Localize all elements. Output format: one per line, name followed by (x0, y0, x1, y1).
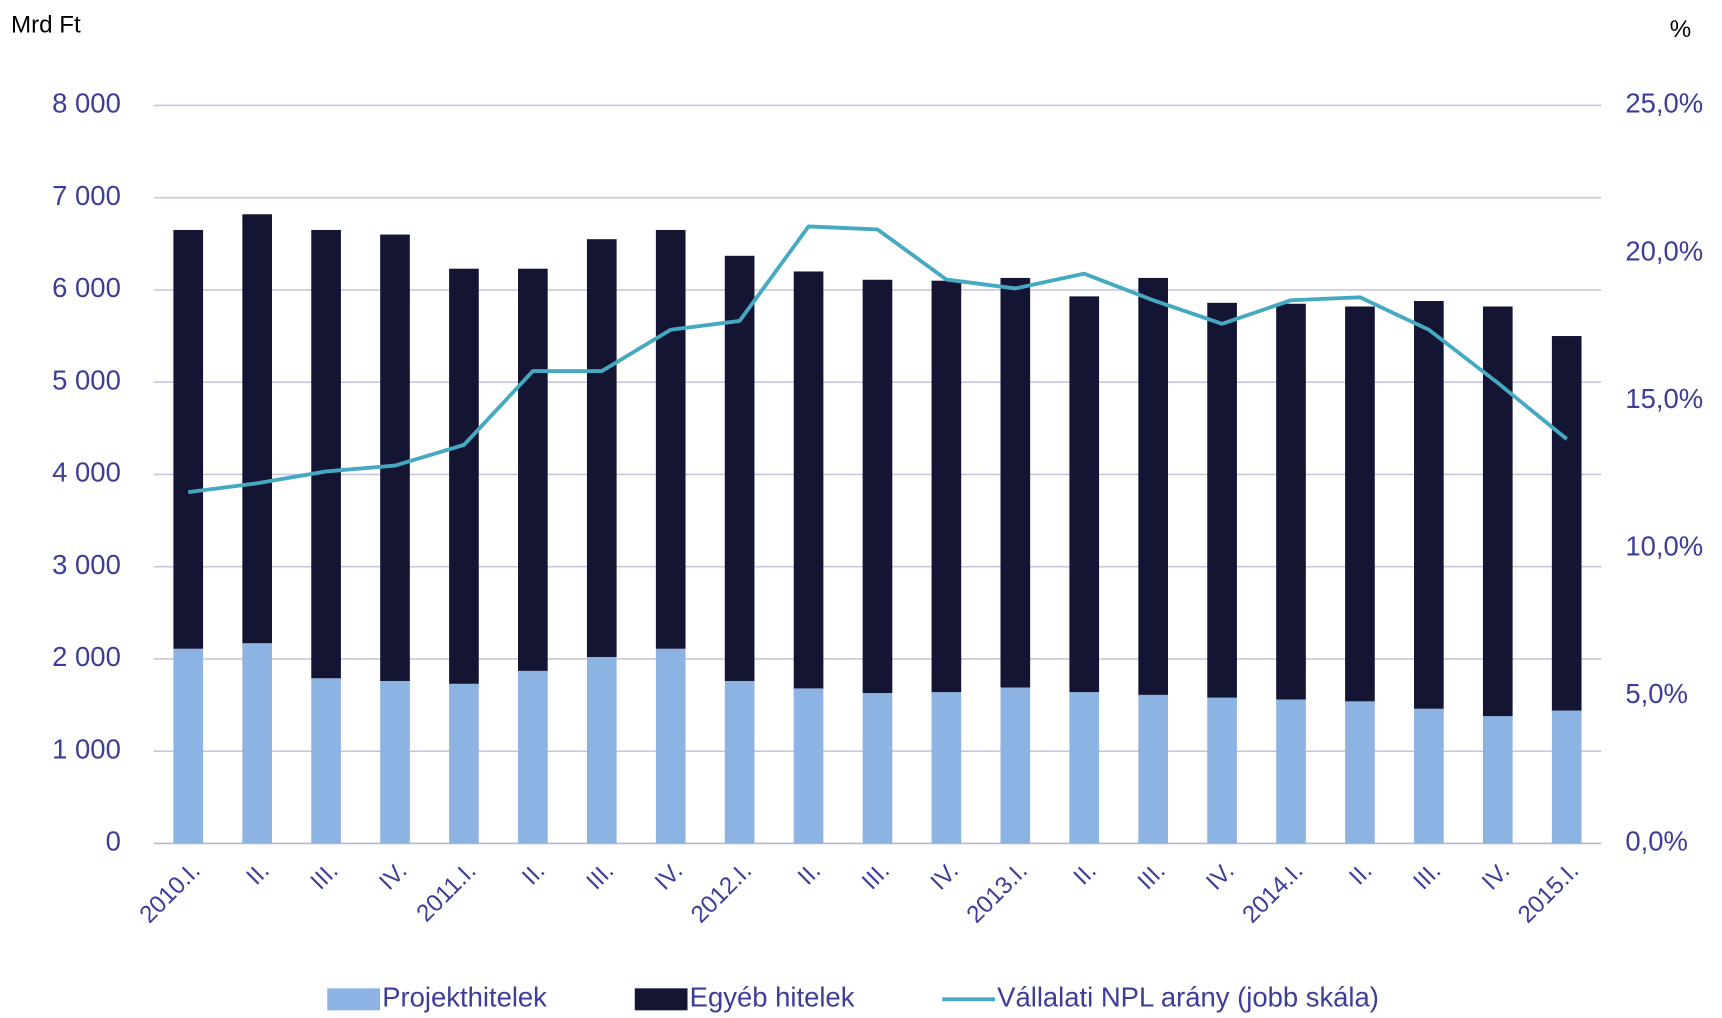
bar (1138, 694, 1168, 844)
bar (1000, 277, 1031, 688)
x-tick-label: 2013.I. (962, 857, 1033, 928)
x-tick-label: IV. (1201, 857, 1239, 895)
bar (242, 643, 272, 844)
bar (586, 657, 617, 844)
bar (1414, 300, 1444, 709)
x-tick-label: III. (1408, 857, 1446, 895)
x-tick-label: III. (1133, 857, 1171, 895)
x-tick-label: IV. (926, 857, 964, 895)
y-tick-label: 6 000 (52, 272, 121, 303)
bar (724, 681, 755, 844)
bar (1482, 306, 1513, 717)
x-tick-label: IV. (1477, 857, 1515, 895)
bar (1000, 687, 1031, 844)
bar (311, 678, 341, 844)
bar (793, 271, 824, 689)
bar (862, 279, 893, 694)
bar (793, 688, 824, 844)
bar (380, 234, 410, 682)
y-tick-label: 4 000 (52, 457, 121, 488)
x-tick-label: II. (517, 857, 550, 890)
bar (1551, 710, 1582, 844)
bar (1551, 336, 1582, 711)
x-tick-label: III. (857, 857, 895, 895)
bar (1482, 716, 1513, 844)
bar (655, 648, 686, 844)
x-tick-label: 2015.I. (1513, 857, 1584, 928)
bar (449, 683, 479, 844)
legend-label: Projekthitelek (382, 982, 547, 1013)
bar (173, 648, 204, 844)
x-tick-label: II. (241, 857, 274, 890)
y-tick-label: 5 000 (52, 364, 121, 395)
legend-swatch (634, 988, 688, 1011)
bar (242, 214, 272, 644)
y-tick-label: 0 (106, 826, 121, 857)
bar (1207, 302, 1237, 698)
x-tick-label: 2012.I. (686, 857, 757, 928)
bar (449, 268, 479, 684)
bar (1207, 697, 1237, 844)
y-tick-label: 1 000 (52, 733, 121, 764)
bar (931, 692, 962, 844)
bar (518, 670, 548, 844)
y2-tick-label: 5,0% (1625, 678, 1688, 709)
y-tick-label: 3 000 (52, 549, 121, 580)
bar (1069, 296, 1100, 693)
y-axis-label: Mrd Ft (11, 12, 81, 39)
x-tick-label: II. (793, 857, 826, 890)
bar (1345, 306, 1375, 702)
y2-tick-label: 25,0% (1625, 88, 1703, 119)
x-tick-label: 2014.I. (1237, 857, 1308, 928)
legend-label: Vállalati NPL arány (jobb skála) (997, 982, 1379, 1013)
legend-label: Egyéb hitelek (690, 982, 855, 1013)
x-tick-label: II. (1344, 857, 1377, 890)
bar (311, 229, 341, 679)
x-tick-label: 2011.I. (411, 857, 481, 927)
bar (380, 681, 410, 844)
bar (931, 280, 962, 693)
x-tick-label: IV. (650, 857, 688, 895)
bar (862, 693, 893, 844)
bar (586, 239, 617, 658)
y-tick-label: 8 000 (52, 88, 121, 119)
x-tick-label: IV. (374, 857, 412, 895)
bar (518, 268, 548, 671)
bar (1276, 699, 1306, 844)
x-tick-label: III. (581, 857, 619, 895)
bar (1069, 692, 1100, 844)
x-tick-label: II. (1068, 857, 1101, 890)
y2-tick-label: 0,0% (1625, 826, 1688, 857)
y-tick-label: 7 000 (52, 180, 121, 211)
bar (1276, 303, 1306, 700)
bar (655, 229, 686, 649)
line (187, 224, 1568, 495)
y2-axis-label: % (1670, 16, 1691, 43)
x-tick-label: III. (306, 857, 344, 895)
y2-tick-label: 10,0% (1625, 530, 1703, 561)
y-tick-label: 2 000 (52, 641, 121, 672)
y2-tick-label: 15,0% (1625, 383, 1703, 414)
x-tick-label: 2010.I. (134, 857, 205, 928)
bar (173, 229, 204, 649)
bar (1138, 277, 1168, 695)
bar (724, 255, 755, 682)
legend-swatch (327, 988, 381, 1011)
bar (1414, 708, 1444, 844)
bar (1345, 701, 1375, 844)
y2-tick-label: 20,0% (1625, 235, 1703, 266)
